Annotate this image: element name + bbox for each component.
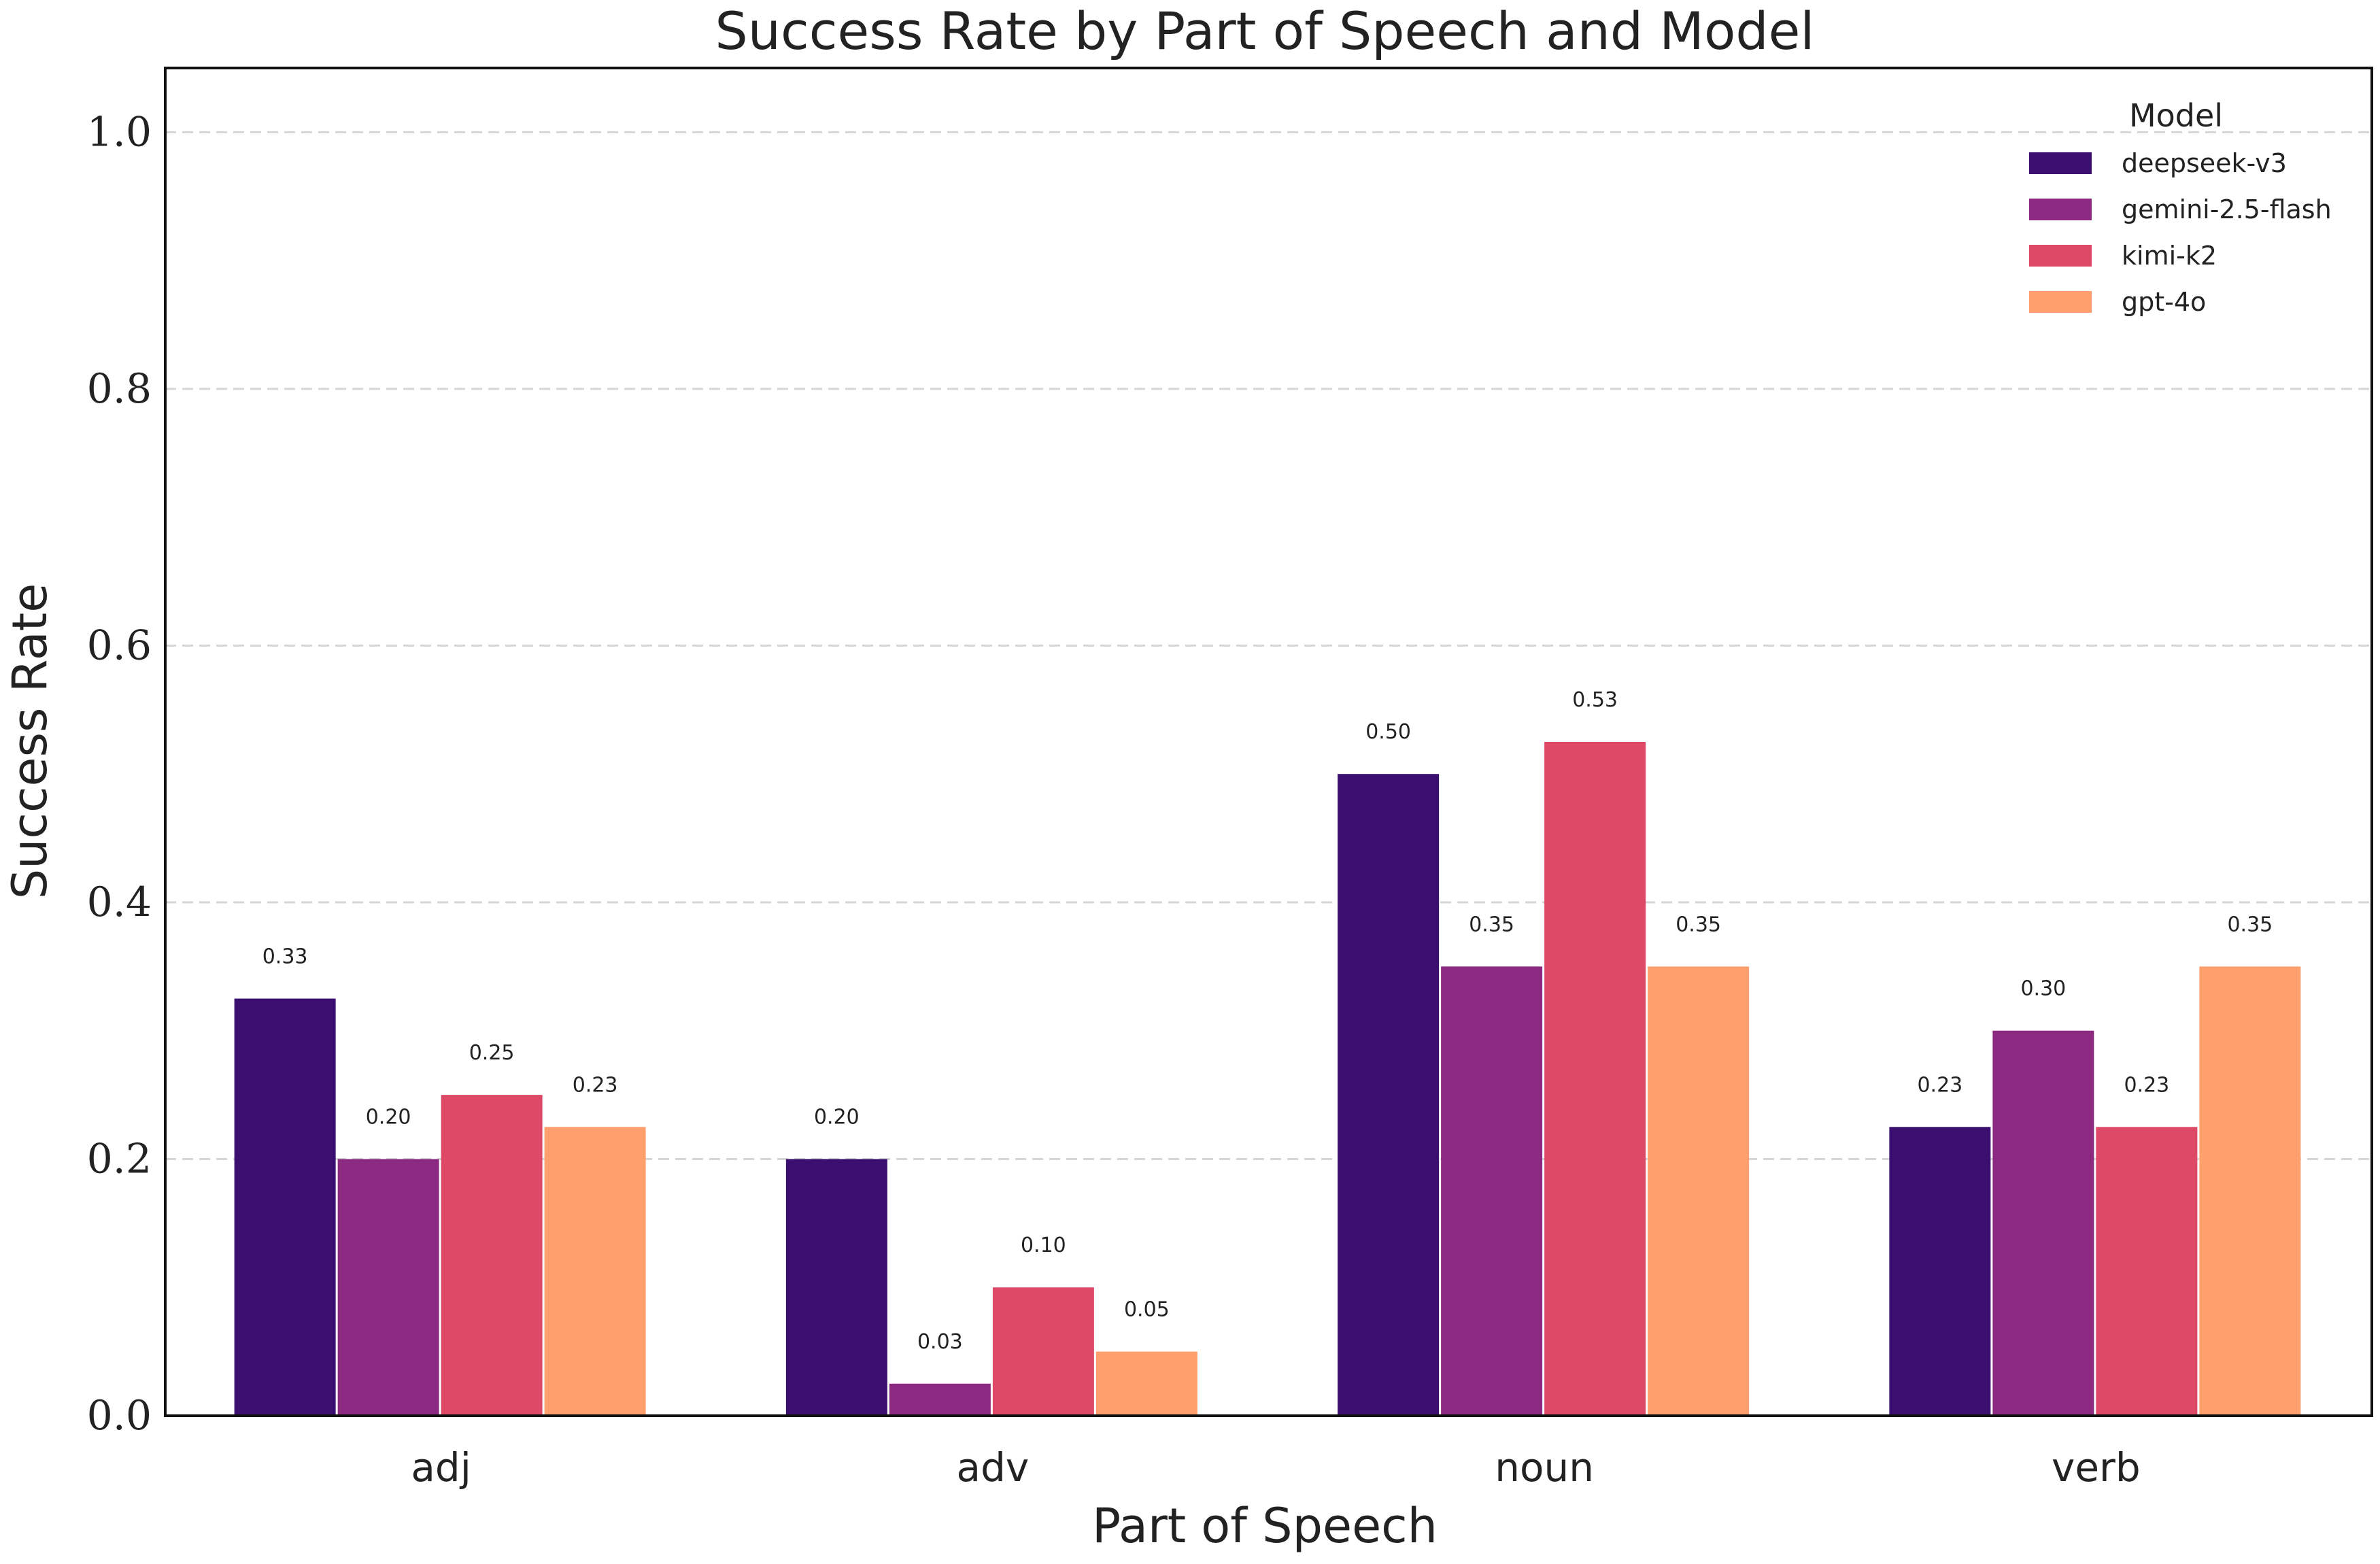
bar-value-label: 0.35 bbox=[2227, 913, 2273, 936]
bar-kimi-k2-noun bbox=[1544, 742, 1646, 1416]
bar-value-label: 0.20 bbox=[814, 1105, 860, 1129]
x-tick-label-adv: adv bbox=[957, 1444, 1030, 1491]
y-tick-label: 0.8 bbox=[87, 365, 152, 413]
x-tick-label-adj: adj bbox=[411, 1444, 471, 1491]
bar-deepseek-v3-noun bbox=[1338, 774, 1440, 1416]
x-axis-ticks: adj adv noun verb bbox=[411, 1444, 2140, 1491]
y-tick-label: 1.0 bbox=[87, 108, 152, 156]
bar-value-label: 0.33 bbox=[262, 945, 308, 969]
x-tick-label-noun: noun bbox=[1495, 1444, 1594, 1491]
legend-label-gpt-4o: gpt-4o bbox=[2122, 287, 2206, 317]
bar-value-label: 0.23 bbox=[1917, 1073, 1962, 1097]
legend-label-gemini-2.5-flash: gemini-2.5-flash bbox=[2122, 194, 2332, 224]
bar-gemini-2.5-flash-adv bbox=[889, 1383, 991, 1416]
legend-swatch-gpt-4o bbox=[2029, 291, 2092, 313]
bar-gpt-4o-adj bbox=[544, 1127, 646, 1416]
x-axis-label: Part of Speech bbox=[1092, 1498, 1438, 1554]
bar-kimi-k2-adv bbox=[992, 1287, 1094, 1416]
bar-gpt-4o-noun bbox=[1648, 966, 1750, 1416]
bar-value-label: 0.30 bbox=[2020, 977, 2066, 1001]
bar-value-label: 0.35 bbox=[1676, 913, 1721, 936]
bar-gpt-4o-adv bbox=[1095, 1351, 1197, 1416]
x-tick-label-verb: verb bbox=[2052, 1444, 2141, 1491]
plot-frame bbox=[164, 67, 2373, 1417]
bar-value-label: 0.35 bbox=[1469, 913, 1514, 936]
bar-gemini-2.5-flash-adj bbox=[337, 1159, 439, 1416]
bar-value-label: 0.23 bbox=[573, 1073, 618, 1097]
bar-value-label: 0.20 bbox=[366, 1105, 411, 1129]
bar-gemini-2.5-flash-noun bbox=[1441, 966, 1543, 1416]
y-tick-label: 0.4 bbox=[87, 879, 152, 926]
bar-gpt-4o-verb bbox=[2199, 966, 2301, 1416]
legend: Model deepseek-v3 gemini-2.5-flash kimi-k2… bbox=[2029, 97, 2332, 317]
y-tick-label: 0.2 bbox=[87, 1135, 152, 1183]
bar-value-label: 0.05 bbox=[1124, 1298, 1170, 1322]
legend-label-deepseek-v3: deepseek-v3 bbox=[2122, 148, 2287, 178]
legend-items: deepseek-v3 gemini-2.5-flash kimi-k2 gpt-4o bbox=[2029, 148, 2332, 317]
y-tick-label: 0.0 bbox=[87, 1392, 152, 1440]
bar-value-label: 0.23 bbox=[2124, 1073, 2169, 1097]
bar-value-label: 0.25 bbox=[469, 1041, 515, 1065]
bar-deepseek-v3-verb bbox=[1889, 1127, 1991, 1416]
y-tick-label: 0.6 bbox=[87, 622, 152, 669]
bars bbox=[234, 742, 2301, 1416]
legend-swatch-deepseek-v3 bbox=[2029, 152, 2092, 174]
bar-kimi-k2-verb bbox=[2096, 1127, 2198, 1416]
y-axis-ticks: 0.0 0.2 0.4 0.6 0.8 1.0 bbox=[87, 108, 152, 1440]
value-labels: 0.33 0.20 0.25 0.23 0.20 0.03 0.10 0.05 0.50 0.35… bbox=[262, 688, 2273, 1354]
bar-kimi-k2-adj bbox=[441, 1095, 543, 1416]
chart-title: Success Rate by Part of Speech and Model bbox=[715, 1, 1815, 61]
bar-value-label: 0.10 bbox=[1021, 1234, 1066, 1257]
bar-value-label: 0.53 bbox=[1572, 688, 1618, 712]
legend-swatch-kimi-k2 bbox=[2029, 245, 2092, 267]
grid bbox=[165, 131, 2372, 1160]
bar-value-label: 0.50 bbox=[1365, 720, 1411, 744]
bar-gemini-2.5-flash-verb bbox=[1992, 1030, 2094, 1416]
legend-swatch-gemini-2.5-flash bbox=[2029, 199, 2092, 220]
bar-value-label: 0.03 bbox=[917, 1330, 963, 1354]
legend-title: Model bbox=[2129, 97, 2223, 134]
legend-label-kimi-k2: kimi-k2 bbox=[2122, 241, 2217, 271]
bar-deepseek-v3-adj bbox=[234, 998, 336, 1416]
bar-deepseek-v3-adv bbox=[785, 1159, 887, 1416]
y-axis-label: Success Rate bbox=[2, 583, 58, 900]
